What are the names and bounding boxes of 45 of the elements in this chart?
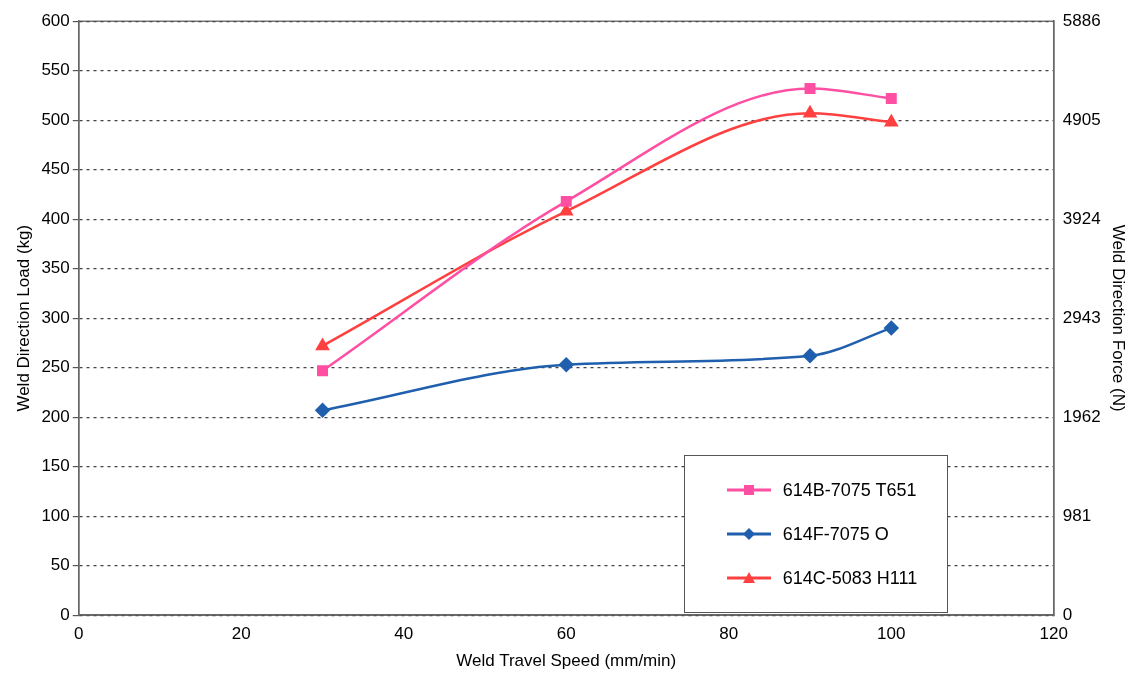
y2-tick-label: 5886: [1062, 10, 1101, 30]
point: [317, 365, 329, 377]
y-tick-label: 500: [41, 109, 70, 129]
point: [316, 338, 329, 351]
legend-label: 614B-7075 T651: [782, 479, 917, 501]
point: [560, 195, 572, 207]
x-tick-label: 40: [394, 624, 414, 644]
x-tick-label: 0: [74, 624, 84, 644]
point: [559, 357, 574, 372]
y2-tick-label: 981: [1062, 505, 1092, 525]
y-tick-label: 50: [50, 555, 70, 575]
x-tick-label: 100: [877, 624, 906, 644]
y-tick-label: 250: [41, 357, 70, 377]
y-tick-label: 200: [41, 406, 70, 426]
point: [802, 348, 818, 364]
y2-axis-title: Weld Direction Force (N): [1109, 224, 1129, 412]
y-tick-label: 300: [41, 307, 70, 327]
point: [885, 92, 897, 104]
x-tick-label: 80: [719, 624, 739, 644]
y2-tick-label: 3924: [1062, 208, 1101, 228]
y2-tick-label: 1962: [1062, 406, 1101, 426]
point: [803, 106, 817, 118]
y2-tick-label: 4905: [1062, 109, 1101, 129]
point: [559, 204, 573, 216]
y-tick-label: 450: [41, 159, 70, 179]
legend-label: 614C-5083 H111: [782, 567, 918, 589]
x-tick-label: 120: [1039, 624, 1068, 644]
point: [804, 83, 816, 95]
x-axis-title: Weld Travel Speed (mm/min): [456, 651, 677, 671]
point: [884, 114, 898, 127]
y-tick-label: 0: [60, 604, 70, 624]
x-tick-label: 60: [556, 624, 576, 644]
y2-tick-label: 0: [1062, 604, 1073, 624]
y-tick-label: 150: [41, 456, 70, 476]
y-tick-label: 400: [41, 208, 70, 228]
point: [315, 403, 330, 418]
y-axis-title: Weld Direction Load (kg): [13, 224, 33, 412]
y-tick-label: 100: [41, 505, 70, 525]
point: [884, 320, 899, 336]
x-tick-label: 20: [231, 624, 251, 644]
y-tick-label: 550: [41, 60, 70, 80]
y2-tick-label: 2943: [1062, 307, 1101, 327]
legend-label: 614F-7075 O: [782, 523, 889, 545]
y-tick-label: 350: [41, 258, 70, 278]
y-tick-label: 600: [41, 10, 70, 30]
